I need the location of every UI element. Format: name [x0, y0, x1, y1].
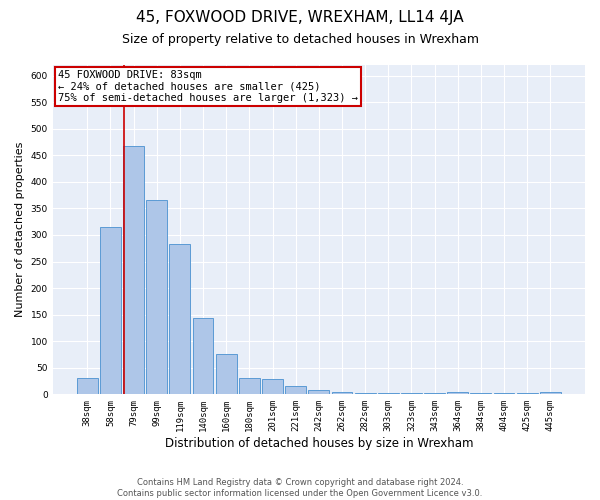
Text: 45, FOXWOOD DRIVE, WREXHAM, LL14 4JA: 45, FOXWOOD DRIVE, WREXHAM, LL14 4JA [136, 10, 464, 25]
Y-axis label: Number of detached properties: Number of detached properties [15, 142, 25, 318]
Bar [169, 244, 190, 394]
Text: 45 FOXWOOD DRIVE: 83sqm
← 24% of detached houses are smaller (425)
75% of semi-d: 45 FOXWOOD DRIVE: 83sqm ← 24% of detache… [58, 70, 358, 103]
Bar [100, 227, 121, 394]
Bar [216, 354, 236, 395]
Bar [332, 392, 352, 394]
Bar [378, 392, 399, 394]
Bar [540, 392, 561, 394]
Bar [285, 386, 306, 394]
Bar [262, 380, 283, 394]
Bar [77, 378, 98, 394]
Bar [146, 200, 167, 394]
X-axis label: Distribution of detached houses by size in Wrexham: Distribution of detached houses by size … [164, 437, 473, 450]
Bar [308, 390, 329, 394]
Text: Contains HM Land Registry data © Crown copyright and database right 2024.
Contai: Contains HM Land Registry data © Crown c… [118, 478, 482, 498]
Text: Size of property relative to detached houses in Wrexham: Size of property relative to detached ho… [121, 32, 479, 46]
Bar [239, 378, 260, 394]
Bar [193, 318, 214, 394]
Bar [448, 392, 468, 394]
Bar [123, 146, 144, 394]
Bar [355, 392, 376, 394]
